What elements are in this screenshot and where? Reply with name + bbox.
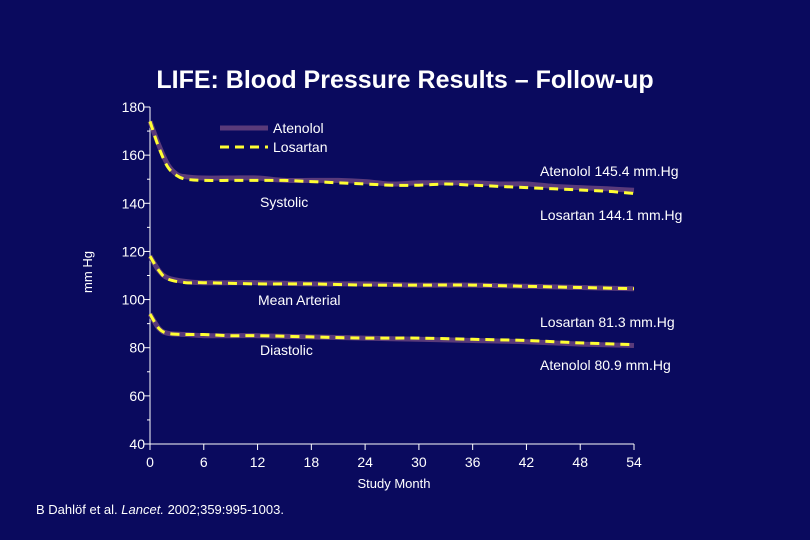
legend-label-losartan: Losartan <box>273 139 327 155</box>
x-tick-label: 48 <box>572 454 588 470</box>
y-tick-label: 140 <box>122 195 146 211</box>
y-tick-label: 100 <box>122 292 146 308</box>
y-tick-label: 60 <box>129 388 145 404</box>
chart-title: LIFE: Blood Pressure Results – Follow-up <box>156 66 653 94</box>
end-label-atenolol-systolic: Atenolol 145.4 mm.Hg <box>540 163 679 179</box>
x-axis-label: Study Month <box>358 476 431 491</box>
x-tick-label: 54 <box>626 454 642 470</box>
end-labels: Atenolol 145.4 mm.Hg Losartan 144.1 mm.H… <box>540 163 682 373</box>
end-label-losartan-systolic: Losartan 144.1 mm.Hg <box>540 207 682 223</box>
citation-journal: Lancet. <box>121 502 164 517</box>
series-line-systolic-atenolol <box>147 120 635 193</box>
label-diastolic: Diastolic <box>260 342 313 358</box>
citation: B Dahlöf et al. Lancet. 2002;359:995-100… <box>36 502 284 517</box>
series-line-mean-arterial-atenolol <box>147 254 635 292</box>
y-tick-label: 80 <box>129 340 145 356</box>
x-tick-label: 24 <box>357 454 373 470</box>
x-tick-label: 30 <box>411 454 427 470</box>
x-tick-label: 36 <box>465 454 481 470</box>
legend: Atenolol Losartan <box>220 120 327 155</box>
series-line-diastolic-losartan <box>148 313 635 347</box>
legend-label-atenolol: Atenolol <box>273 120 324 136</box>
x-tick-label: 0 <box>146 454 154 470</box>
group-labels: Systolic Mean Arterial Diastolic <box>258 194 340 358</box>
y-axis: 40 60 80 100 120 140 160 180 <box>122 99 151 452</box>
series-line-systolic-losartan <box>148 120 635 195</box>
x-axis: 0 6 12 18 24 30 36 42 48 54 <box>146 443 642 470</box>
y-axis-label: mm Hg <box>80 251 95 293</box>
series-layer <box>147 120 635 348</box>
citation-details: 2002;359:995-1003. <box>167 502 284 517</box>
x-tick-label: 18 <box>304 454 320 470</box>
x-tick-label: 42 <box>519 454 535 470</box>
y-tick-label: 40 <box>129 436 145 452</box>
x-tick-label: 6 <box>200 454 208 470</box>
y-tick-label: 120 <box>122 243 146 259</box>
label-systolic: Systolic <box>260 194 308 210</box>
y-tick-label: 180 <box>122 99 146 115</box>
label-mean-arterial: Mean Arterial <box>258 292 340 308</box>
citation-authors: B Dahlöf et al. <box>36 502 118 517</box>
end-label-atenolol-diastolic: Atenolol 80.9 mm.Hg <box>540 357 671 373</box>
y-tick-label: 160 <box>122 147 146 163</box>
x-tick-label: 12 <box>250 454 266 470</box>
end-label-losartan-diastolic: Losartan 81.3 mm.Hg <box>540 314 675 330</box>
series-line-mean-arterial-losartan <box>148 255 635 291</box>
